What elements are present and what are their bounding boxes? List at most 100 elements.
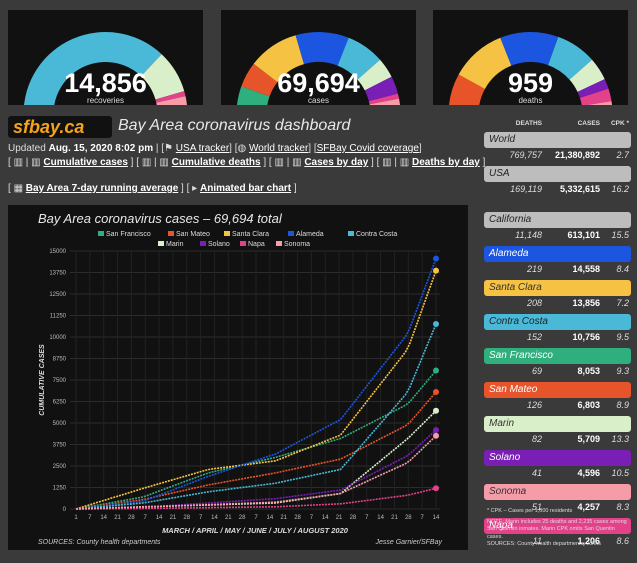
table-header: DEATHS CASES CPK * xyxy=(484,118,631,130)
y-tick-label: 1250 xyxy=(53,486,67,492)
row-cpk: 8.6 xyxy=(616,536,629,546)
series-line xyxy=(75,435,437,510)
row-values: 41 4,596 10.5 xyxy=(484,466,631,482)
calendar-icon: ▦ xyxy=(13,183,24,194)
row-name-california: California xyxy=(484,212,631,228)
row-cases: 6,803 xyxy=(577,400,600,410)
x-tick-label: 7 xyxy=(88,515,92,521)
y-tick-label: 0 xyxy=(63,507,67,513)
legend-swatch xyxy=(200,241,206,246)
sfbay-coverage-link[interactable]: SFBay Covid coverage xyxy=(316,143,419,154)
row-cpk: 8.3 xyxy=(616,502,629,512)
y-tick-label: 3750 xyxy=(53,443,67,449)
world-tracker-link[interactable]: World tracker xyxy=(249,143,309,154)
stats-table: DEATHS CASES CPK * World 769,757 21,380,89… xyxy=(484,118,631,550)
row-cases: 4,257 xyxy=(577,502,600,512)
marin-note: NOTE: Marin includes 25 deaths and 2,235… xyxy=(487,518,627,540)
row-deaths: 11,148 xyxy=(515,230,542,240)
y-axis-label: CUMULATIVE CASES xyxy=(39,344,46,416)
x-tick-label: 28 xyxy=(183,515,190,521)
x-tick-label: 28 xyxy=(350,515,357,521)
usa-tracker-link[interactable]: USA tracker xyxy=(175,143,230,154)
x-tick-label: 1 xyxy=(74,515,78,521)
x-tick-label: 21 xyxy=(114,515,121,521)
row-deaths: 69 xyxy=(531,366,542,376)
y-tick-label: 15000 xyxy=(49,249,66,255)
series-line xyxy=(75,323,437,510)
legend-label: San Mateo xyxy=(176,231,210,238)
row-deaths: 51 xyxy=(531,502,542,512)
series-line xyxy=(75,270,437,510)
sfbay-logo[interactable]: sfbay.ca xyxy=(8,116,112,138)
x-tick-label: 7 xyxy=(199,515,203,521)
row-name-san-francisco: San Francisco xyxy=(484,348,631,364)
legend-swatch xyxy=(158,241,164,246)
row-name-marin: Marin xyxy=(484,416,631,432)
legend-swatch xyxy=(98,231,104,236)
x-tick-label: 14 xyxy=(211,515,218,521)
chart-icon: ▥ xyxy=(399,157,410,168)
row-cpk: 2.7 xyxy=(616,150,629,160)
series-line xyxy=(75,369,437,510)
series-end-point xyxy=(433,255,439,262)
row-cpk: 7.2 xyxy=(616,298,629,308)
row-values: 169,119 5,332,615 16.2 xyxy=(484,182,631,198)
row-cases: 10,756 xyxy=(572,332,600,342)
row-cases: 8,053 xyxy=(577,366,600,376)
recoveries-gauge: 14,856 recoveries xyxy=(8,10,203,105)
row-name-contra-costa: Contra Costa xyxy=(484,314,631,330)
cases-by-day-link[interactable]: Cases by day xyxy=(304,157,369,168)
x-tick-label: 7 xyxy=(420,515,424,521)
col-cpk: CPK * xyxy=(610,120,629,127)
series-line xyxy=(76,487,437,510)
deaths-by-day-link[interactable]: Deaths by day xyxy=(412,157,480,168)
cumulative-cases-link[interactable]: Cumulative cases xyxy=(43,157,128,168)
row-name-santa-clara: Santa Clara xyxy=(484,280,631,296)
row-values: 219 14,558 8.4 xyxy=(484,262,631,278)
row-name-san-mateo: San Mateo xyxy=(484,382,631,398)
animated-bar-chart-link[interactable]: Animated bar chart xyxy=(199,183,292,194)
row-cpk: 8.9 xyxy=(616,400,629,410)
page-title: Bay Area coronavirus dashboard xyxy=(118,117,351,134)
y-tick-label: 2500 xyxy=(53,464,67,470)
gauge-segment xyxy=(237,86,270,105)
legend-label: Alameda xyxy=(296,231,324,238)
y-tick-label: 13750 xyxy=(49,271,66,277)
legend-label: Sonoma xyxy=(284,241,310,248)
legend-label: Solano xyxy=(208,241,230,248)
row-deaths: 152 xyxy=(526,332,542,342)
gauge-segment xyxy=(295,31,349,66)
running-average-link[interactable]: Bay Area 7-day running average xyxy=(25,183,179,194)
x-tick-label: 7 xyxy=(144,515,148,521)
x-tick-label: 21 xyxy=(225,515,232,521)
row-name-sonoma: Sonoma xyxy=(484,484,631,500)
deaths-label: deaths xyxy=(518,96,543,105)
x-tick-label: 21 xyxy=(391,515,398,521)
x-tick-label: 7 xyxy=(254,515,258,521)
series-end-point xyxy=(433,407,439,414)
gauge-segment xyxy=(141,54,185,100)
gauge-arc-cases xyxy=(237,31,400,105)
gauge-segment xyxy=(569,59,605,92)
y-tick-label: 10000 xyxy=(49,335,66,341)
legend-swatch xyxy=(240,241,246,246)
x-tick-label: 21 xyxy=(280,515,287,521)
x-tick-label: 14 xyxy=(156,515,163,521)
row-values: 82 5,709 13.3 xyxy=(484,432,631,448)
series-end-point xyxy=(433,426,439,433)
chart-icon: ▥ xyxy=(382,157,392,168)
notes: * CPK – Cases per 1,000 residents NOTE: … xyxy=(487,508,632,549)
gauge-arc-recoveries xyxy=(24,32,188,105)
x-tick-label: 14 xyxy=(433,515,440,521)
row-cpk: 9.5 xyxy=(616,332,629,342)
chart-sources: SOURCES: County health departments xyxy=(38,539,161,546)
chart-icon: ▥ xyxy=(292,157,302,168)
legend-label: Marin xyxy=(166,241,184,248)
row-cases: 1,206 xyxy=(577,536,600,546)
sources-note: SOURCES: County health departments, John… xyxy=(487,541,602,547)
x-tick-label: 14 xyxy=(100,515,107,521)
gauge-segment xyxy=(24,32,162,105)
row-name-solano: Solano xyxy=(484,450,631,466)
cumulative-deaths-link[interactable]: Cumulative deaths xyxy=(171,157,261,168)
chart-credit: Jesse Garnier/SFBay xyxy=(375,539,442,546)
